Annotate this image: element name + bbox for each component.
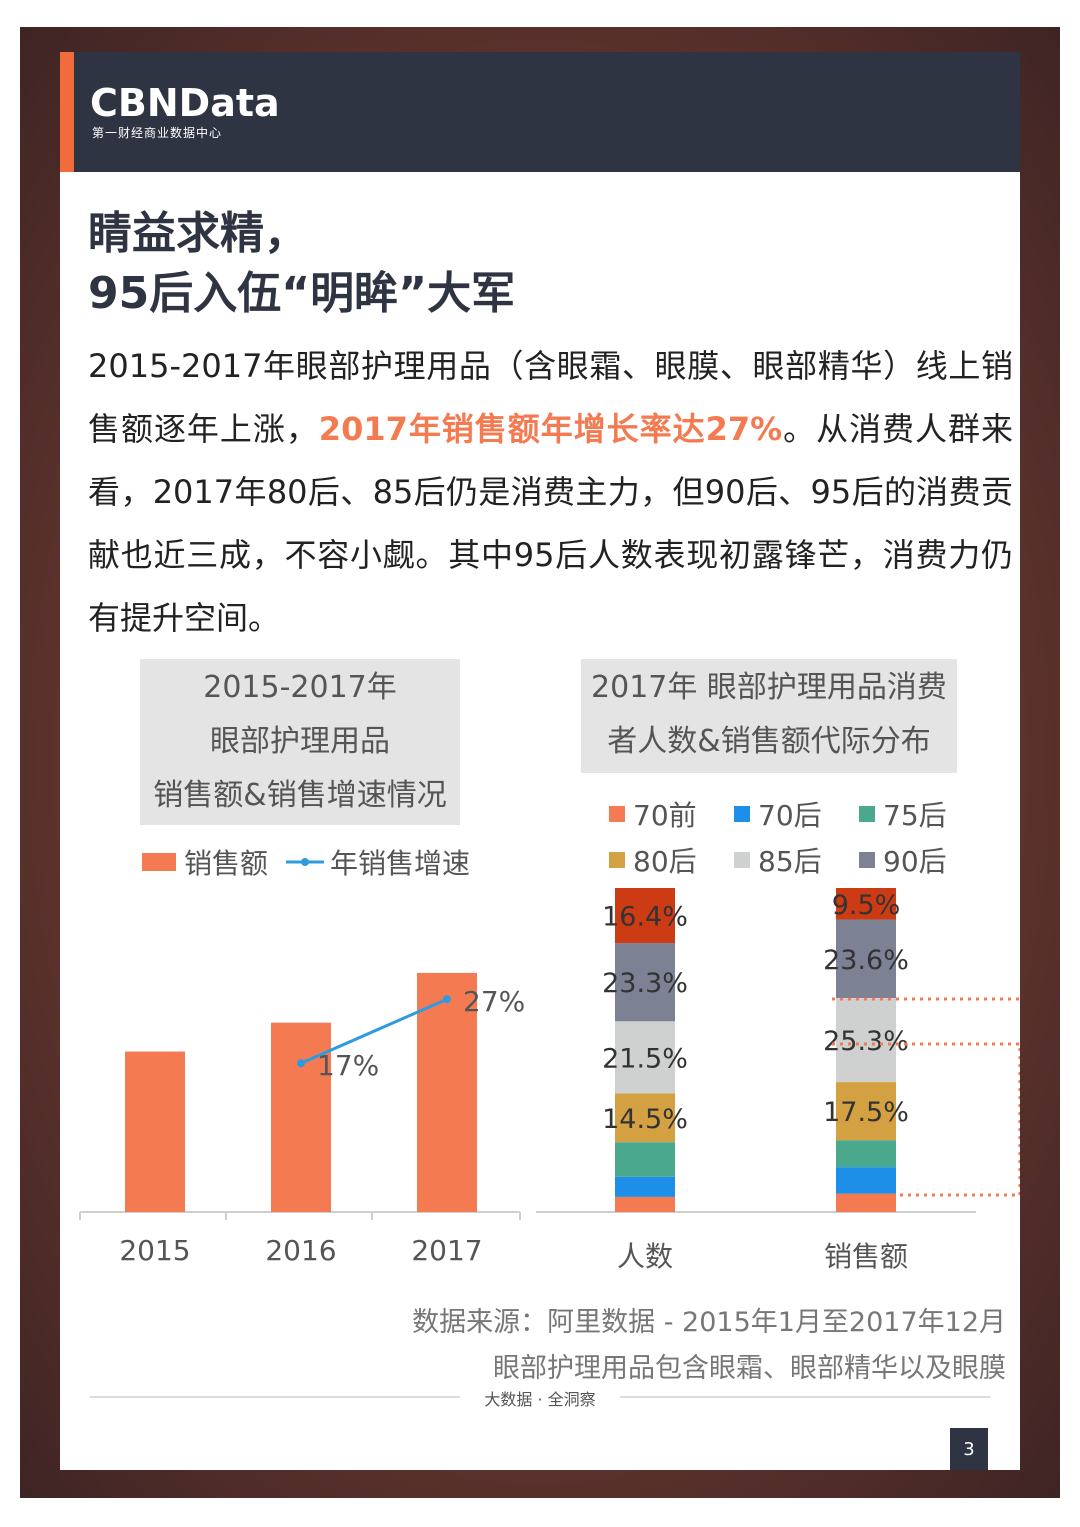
footer-divider-left — [90, 1396, 460, 1398]
legend-80hou: 80后 — [609, 840, 697, 880]
segment-label: 21.5% — [602, 1043, 688, 1074]
stacked-segment — [836, 1082, 896, 1141]
report-page: CBNData 第一财经商业数据中心 睛益求精， 95后入伍“明眸”大军 201… — [60, 52, 1020, 1470]
growth-label: 17% — [317, 1049, 379, 1082]
left-x-tick-label: 2017 — [411, 1234, 482, 1267]
sales-growth-chart: 2015 2016 2017 17% 27% — [79, 972, 525, 1267]
legend-bar-swatch — [142, 853, 176, 871]
source-line-1: 数据来源：阿里数据 - 2015年1月至2017年12月 — [412, 1307, 1006, 1338]
left-x-tick-label: 2015 — [119, 1234, 190, 1267]
legend-label-70hou: 70后 — [758, 799, 822, 832]
stacked-segment — [615, 1021, 675, 1094]
sales-bar — [417, 972, 477, 1212]
sales-bar — [125, 1051, 185, 1212]
brand-logo: CBNData — [90, 81, 280, 125]
stacked-segment — [836, 1167, 896, 1194]
header-accent — [60, 52, 74, 172]
stacked-segment — [615, 1196, 675, 1212]
legend-70qian: 70前 — [609, 794, 697, 834]
legend-bar-label: 销售额 — [184, 847, 269, 880]
legend-label-80hou: 80后 — [633, 845, 697, 878]
footer-tagline: 大数据 · 全洞察 — [484, 1390, 596, 1409]
legend-swatch-75hou — [859, 806, 875, 822]
legend-swatch-85hou — [734, 852, 750, 868]
generation-distribution-chart: 16.4% 23.3% 21.5% 14.5% 人数 9.5% 23.6% 25.3% 17.5… — [536, 888, 1020, 1273]
page-title: 睛益求精， 95后入伍“明眸”大军 — [88, 204, 515, 324]
stacked-segment — [615, 1142, 675, 1177]
left-chart-title-line-1: 2015-2017年 — [203, 670, 397, 705]
page-number: 3 — [950, 1428, 988, 1470]
left-chart-title-line-2: 眼部护理用品 — [210, 724, 390, 759]
highlight-bracket-bottom — [832, 1042, 1020, 1197]
segment-label: 23.3% — [602, 968, 688, 999]
paragraph-part-1: 2015-2017年眼部护理用品（含眼霜、眼膜、眼部精华）线上销售额逐年上涨， — [88, 347, 1013, 448]
legend-85hou: 85后 — [734, 840, 822, 880]
brand-logo-subtitle: 第一财经商业数据中心 — [92, 126, 223, 140]
stacked-segment — [615, 1176, 675, 1197]
legend-label-70qian: 70前 — [633, 799, 697, 832]
legend-swatch-80hou — [609, 852, 625, 868]
highlight-bracket-top — [832, 997, 1020, 1001]
left-legend-sales: 销售额 — [142, 842, 268, 882]
segment-label: 9.5% — [832, 890, 901, 921]
growth-point — [443, 995, 451, 1004]
stacked-segment — [615, 1093, 675, 1143]
legend-label-85hou: 85后 — [758, 845, 822, 878]
stacked-segment — [615, 888, 675, 944]
growth-point — [297, 1059, 305, 1068]
legend-70hou: 70后 — [734, 794, 822, 834]
segment-label: 14.5% — [602, 1104, 688, 1135]
legend-line-swatch — [286, 858, 324, 866]
left-chart-title-line-3: 销售额&销售增速情况 — [153, 778, 447, 813]
legend-line-label: 年销售增速 — [330, 847, 471, 880]
right-x-tick-label: 销售额 — [824, 1240, 908, 1273]
stacked-segment — [836, 888, 896, 920]
legend-label-75hou: 75后 — [883, 799, 947, 832]
segment-label: 25.3% — [823, 1026, 909, 1057]
right-chart-title: 2017年 眼部护理用品消费 者人数&销售额代际分布 — [581, 659, 957, 773]
right-chart-title-line-1: 2017年 眼部护理用品消费 — [591, 670, 947, 705]
stacked-segment — [836, 1140, 896, 1168]
segment-label: 16.4% — [602, 902, 688, 933]
source-line-2: 眼部护理用品包含眼霜、眼部精华以及眼膜 — [493, 1353, 1006, 1384]
legend-75hou: 75后 — [859, 794, 947, 834]
footer-divider-right — [620, 1396, 990, 1398]
paragraph-part-2: 。从消费人群来看，2017年80后、85后仍是消费主力，但90后、95后的消费贡… — [88, 410, 1013, 637]
title-line-2: 95后入伍“明眸”大军 — [88, 268, 516, 319]
growth-line — [300, 997, 448, 1065]
stacked-segment — [836, 997, 896, 1083]
paragraph-highlight: 2017年销售额年增长率达27% — [318, 410, 783, 448]
legend-swatch-90hou — [859, 852, 875, 868]
legend-label-90hou: 90后 — [883, 845, 947, 878]
intro-paragraph: 2015-2017年眼部护理用品（含眼霜、眼膜、眼部精华）线上销售额逐年上涨，2… — [88, 335, 1013, 650]
left-chart-title: 2015-2017年 眼部护理用品 销售额&销售增速情况 — [140, 659, 460, 825]
legend-swatch-70hou — [734, 806, 750, 822]
segment-label: 23.6% — [823, 945, 909, 976]
stacked-segment — [836, 1193, 896, 1212]
left-x-tick-label: 2016 — [265, 1234, 336, 1267]
stacked-segment — [615, 943, 675, 1022]
segment-label: 17.5% — [823, 1097, 909, 1128]
left-legend-growth: 年销售增速 — [286, 842, 470, 882]
header-bar: CBNData 第一财经商业数据中心 — [60, 52, 1020, 172]
stacked-segment — [836, 919, 896, 998]
legend-swatch-70qian — [609, 806, 625, 822]
growth-label: 27% — [463, 985, 525, 1018]
legend-90hou: 90后 — [859, 840, 947, 880]
title-line-1: 睛益求精， — [88, 208, 308, 259]
right-x-tick-label: 人数 — [617, 1240, 673, 1273]
right-chart-title-line-2: 者人数&销售额代际分布 — [607, 724, 931, 759]
